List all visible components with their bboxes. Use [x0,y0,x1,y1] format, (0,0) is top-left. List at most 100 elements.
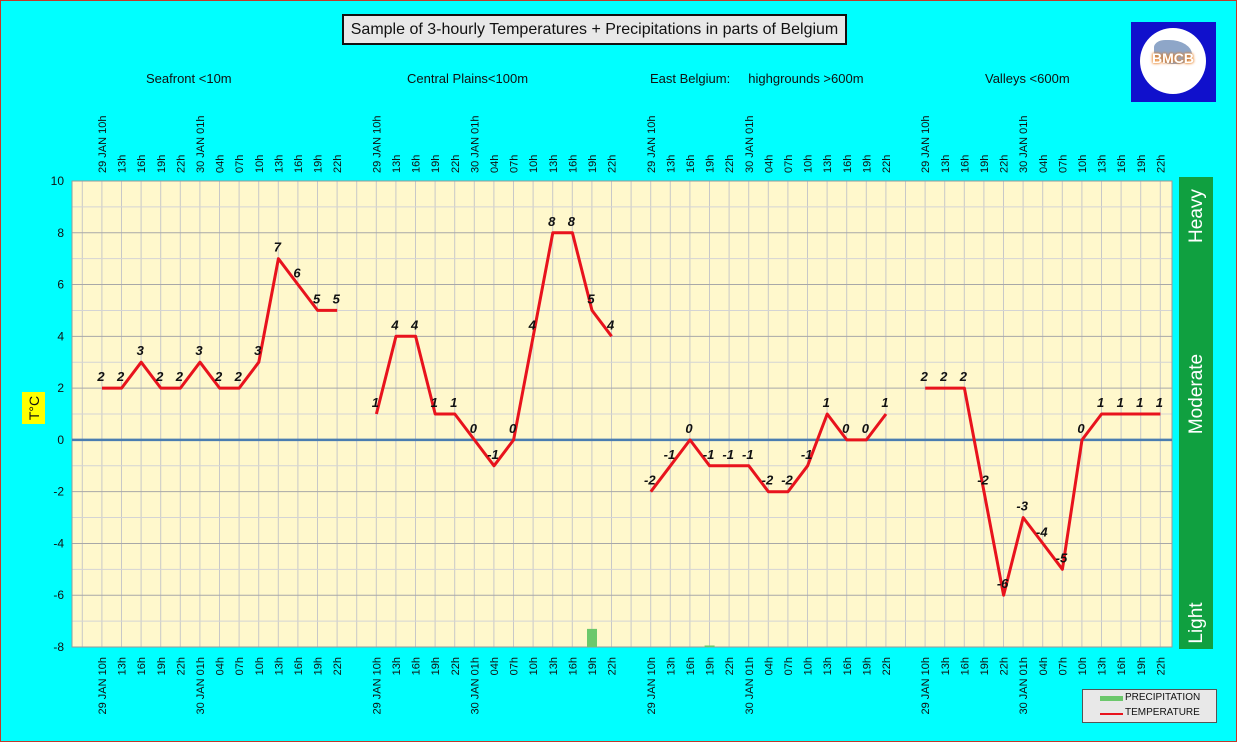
temperature-data-label: -4 [1036,524,1048,539]
logo-text: BMCB [1152,50,1194,66]
temperature-data-label: -2 [762,473,774,488]
region-label-central-plains: Central Plains<100m [407,71,529,86]
temperature-data-label: -2 [977,473,989,488]
x-tick-label-top: 29 JAN 10h [920,116,932,173]
x-tick-label-top: 19h [705,155,717,173]
temperature-data-label: 2 [214,369,223,384]
x-tick-label-bottom: 19h [430,657,442,675]
x-tick-label-top: 16h [293,155,305,173]
intensity-label-heavy: Heavy [1186,189,1207,243]
x-tick-label-bottom: 16h [1116,657,1128,675]
temperature-data-label: 2 [96,369,105,384]
x-tick-label-top: 10h [254,155,266,173]
temperature-data-label: -3 [1016,499,1028,514]
temperature-data-label: 3 [254,343,262,358]
x-tick-label-top: 16h [685,155,697,173]
temperature-data-label: 8 [548,214,556,229]
logo-circle: BMCB [1140,28,1206,94]
y-tick-label: 8 [57,226,64,240]
temperature-data-label: 4 [606,317,615,332]
x-tick-label-bottom: 10h [1077,657,1089,675]
temperature-data-label: 0 [509,421,517,436]
x-tick-label-bottom: 13h [117,657,129,675]
x-tick-label-bottom: 30 JAN 01h [1018,657,1030,714]
temperature-data-label: 8 [568,214,576,229]
y-tick-label: 10 [51,174,65,188]
temperature-data-label: 3 [137,343,145,358]
legend: PRECIPITATION TEMPERATURE [1082,689,1217,723]
x-tick-label-top: 19h [430,155,442,173]
x-tick-label-bottom: 16h [959,657,971,675]
x-tick-label-top: 16h [959,155,971,173]
region-label-east-belgium: East Belgium: highgrounds >600m [650,71,864,86]
x-tick-label-bottom: 22h [450,657,462,675]
x-tick-label-bottom: 22h [881,657,893,675]
x-tick-label-bottom: 16h [567,657,579,675]
x-tick-label-bottom: 04h [1038,657,1050,675]
temperature-data-label: 2 [959,369,968,384]
x-tick-label-bottom: 29 JAN 10h [371,657,383,714]
temperature-data-label: 0 [842,421,850,436]
x-tick-label-bottom: 19h [313,657,325,675]
bmcb-logo: BMCB [1131,22,1216,102]
temperature-data-label: -2 [644,473,656,488]
x-tick-label-bottom: 29 JAN 10h [920,657,932,714]
x-tick-label-bottom: 10h [528,657,540,675]
x-tick-label-top: 22h [175,155,187,173]
temperature-data-label: 2 [116,369,125,384]
temperature-data-label: 2 [920,369,929,384]
x-tick-label-top: 13h [117,155,129,173]
x-tick-label-bottom: 22h [175,657,187,675]
precipitation-bar [704,645,715,647]
temperature-data-label: 7 [274,240,282,255]
x-tick-label-top: 19h [861,155,873,173]
x-tick-label-top: 13h [665,155,677,173]
x-tick-label-bottom: 22h [607,657,619,675]
temperature-data-label: 1 [450,395,457,410]
temperature-data-label: 1 [823,395,830,410]
belgium-map-icon [1154,40,1192,64]
intensity-label-moderate: Moderate [1186,354,1207,434]
temperature-data-label: 2 [234,369,243,384]
x-tick-label-top: 22h [332,155,344,173]
x-tick-label-top: 16h [136,155,148,173]
x-tick-label-bottom: 16h [293,657,305,675]
x-tick-label-bottom: 19h [861,657,873,675]
temperature-data-label: 5 [313,291,321,306]
x-tick-label-top: 13h [822,155,834,173]
x-tick-label-top: 30 JAN 01h [195,116,207,173]
x-tick-label-top: 13h [1097,155,1109,173]
x-tick-label-bottom: 13h [1097,657,1109,675]
temperature-data-label: 0 [685,421,693,436]
temperature-data-label: 4 [528,317,537,332]
x-tick-label-top: 29 JAN 10h [371,116,383,173]
temperature-data-label: -1 [487,447,499,462]
x-tick-label-bottom: 30 JAN 01h [469,657,481,714]
temperature-data-label: 5 [587,291,595,306]
intensity-bar: Heavy Moderate Light [1179,177,1213,649]
temperature-data-label: 0 [470,421,478,436]
x-tick-label-bottom: 07h [783,657,795,675]
temperature-data-label: 0 [862,421,870,436]
y-tick-label: -8 [53,640,64,654]
x-tick-label-top: 13h [273,155,285,173]
x-tick-label-top: 16h [567,155,579,173]
x-tick-label-top: 19h [587,155,599,173]
x-tick-label-top: 29 JAN 10h [646,116,658,173]
x-tick-label-top: 04h [489,155,501,173]
intensity-bar-background [1179,177,1213,649]
legend-swatch-temperature [1100,713,1123,715]
temperature-data-label: 2 [155,369,164,384]
x-tick-label-bottom: 19h [1136,657,1148,675]
temperature-data-label: -1 [664,447,676,462]
x-tick-label-top: 22h [881,155,893,173]
y-tick-label: 6 [57,278,64,292]
temperature-data-label: 1 [1136,395,1143,410]
x-tick-label-bottom: 13h [273,657,285,675]
x-tick-label-bottom: 19h [705,657,717,675]
temperature-data-label: 2 [175,369,184,384]
x-tick-label-top: 16h [411,155,423,173]
temperature-data-label: -6 [997,576,1009,591]
